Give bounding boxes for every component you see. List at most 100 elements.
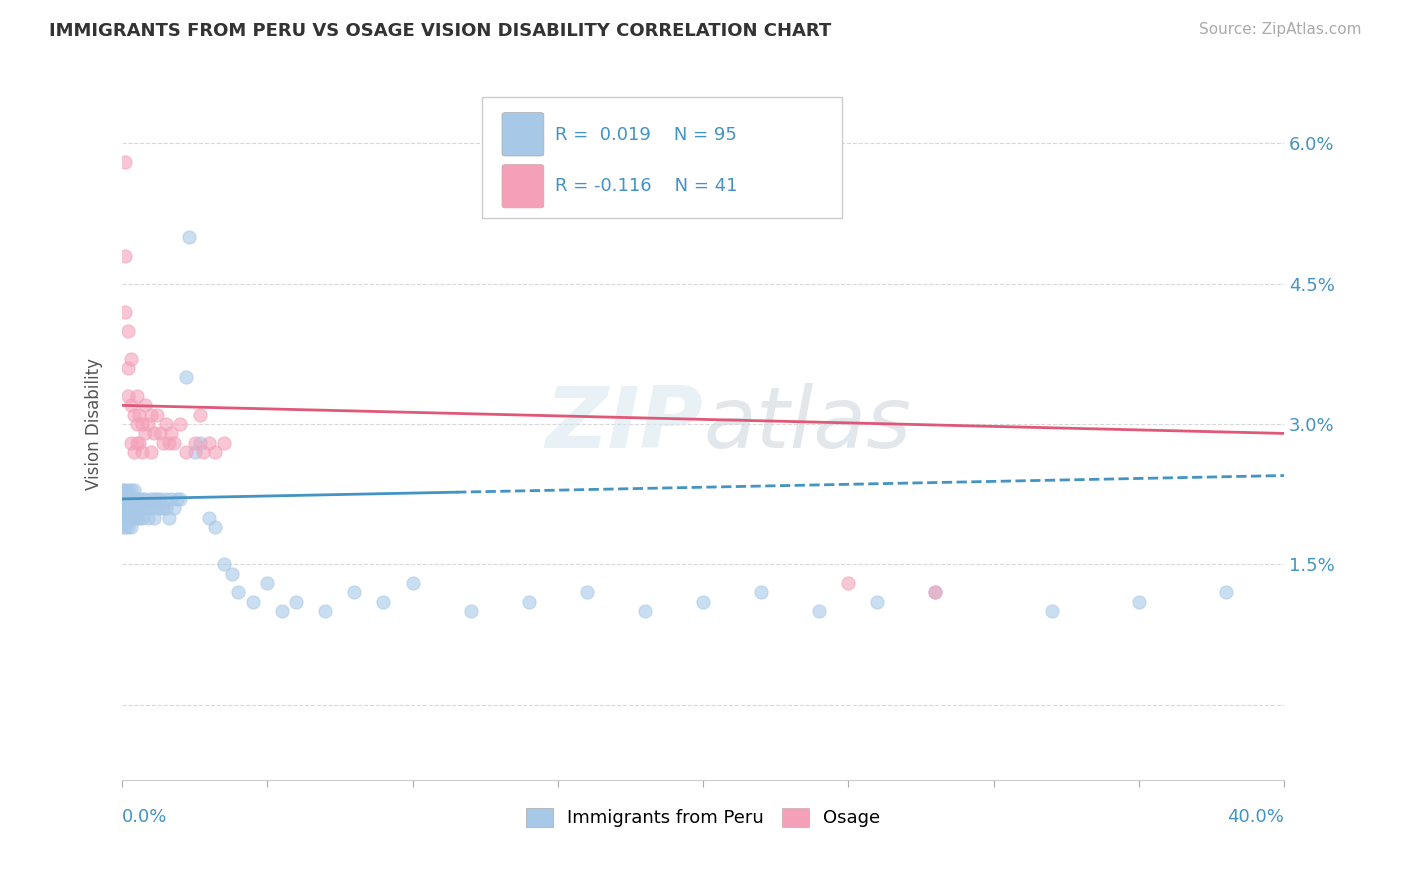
Point (111, 501, 134, 516)
Point (122, 483, 145, 497)
Point (193, 445, 215, 459)
Point (114, 155, 136, 169)
Point (111, 510, 134, 524)
Point (160, 491, 183, 506)
Point (1040, 604, 1063, 618)
Point (114, 510, 136, 524)
Point (111, 491, 134, 506)
Point (114, 491, 136, 506)
Point (111, 510, 134, 524)
Point (517, 595, 540, 609)
Point (122, 510, 145, 524)
Point (131, 510, 153, 524)
Point (183, 435, 205, 450)
FancyBboxPatch shape (502, 112, 544, 156)
Point (125, 389, 148, 403)
Point (111, 491, 134, 506)
Point (131, 491, 153, 506)
Point (149, 426, 172, 441)
Point (174, 370, 197, 384)
Point (111, 483, 134, 497)
Point (114, 520, 136, 534)
Point (114, 305, 136, 319)
Point (128, 510, 150, 524)
Point (149, 501, 172, 516)
Point (117, 389, 139, 403)
Point (212, 558, 235, 572)
Point (117, 360, 139, 375)
Point (177, 230, 200, 244)
Point (152, 501, 174, 516)
Point (155, 501, 177, 516)
Text: IMMIGRANTS FROM PERU VS OSAGE VISION DISABILITY CORRELATION CHART: IMMIGRANTS FROM PERU VS OSAGE VISION DIS… (49, 22, 831, 40)
Point (117, 520, 139, 534)
Point (314, 604, 336, 618)
Point (111, 491, 134, 506)
Point (139, 445, 162, 459)
Point (117, 483, 139, 497)
Point (924, 585, 946, 599)
Point (111, 501, 134, 516)
Point (117, 501, 139, 516)
FancyBboxPatch shape (482, 97, 842, 218)
Point (114, 510, 136, 524)
Point (139, 408, 162, 422)
FancyBboxPatch shape (502, 164, 544, 208)
Point (190, 408, 212, 422)
Point (114, 249, 136, 263)
Point (198, 435, 221, 450)
Point (139, 491, 162, 506)
Point (111, 483, 134, 497)
Point (120, 510, 142, 524)
Point (634, 604, 657, 618)
Point (924, 585, 946, 599)
Point (146, 491, 169, 506)
Point (169, 491, 191, 506)
Point (128, 408, 150, 422)
Point (149, 491, 172, 506)
Point (114, 491, 136, 506)
Point (122, 408, 145, 422)
Point (117, 491, 139, 506)
Point (285, 595, 308, 609)
Point (120, 351, 142, 366)
Text: ZIP: ZIP (546, 383, 703, 466)
Point (204, 520, 226, 534)
Point (575, 585, 598, 599)
Point (152, 435, 174, 450)
Point (120, 491, 142, 506)
Point (125, 491, 148, 506)
Point (136, 510, 159, 524)
Point (134, 398, 156, 412)
Point (134, 501, 156, 516)
Point (120, 501, 142, 516)
Point (160, 426, 183, 441)
Text: 40.0%: 40.0% (1227, 807, 1284, 826)
Point (749, 585, 772, 599)
Point (212, 435, 235, 450)
Point (166, 491, 188, 506)
Point (114, 491, 136, 506)
Point (866, 595, 889, 609)
Point (204, 445, 226, 459)
Point (692, 595, 714, 609)
Point (169, 417, 191, 431)
Text: Source: ZipAtlas.com: Source: ZipAtlas.com (1198, 22, 1361, 37)
Point (146, 408, 169, 422)
Point (460, 604, 482, 618)
Point (174, 445, 197, 459)
Point (155, 417, 177, 431)
Point (146, 501, 169, 516)
Point (131, 417, 153, 431)
Point (143, 510, 166, 524)
Point (128, 435, 150, 450)
Point (270, 604, 292, 618)
Point (163, 435, 186, 450)
Point (136, 501, 159, 516)
Point (401, 576, 423, 591)
Point (125, 510, 148, 524)
Text: 0.0%: 0.0% (122, 807, 167, 826)
Text: atlas: atlas (703, 383, 911, 466)
Point (114, 501, 136, 516)
Point (122, 501, 145, 516)
